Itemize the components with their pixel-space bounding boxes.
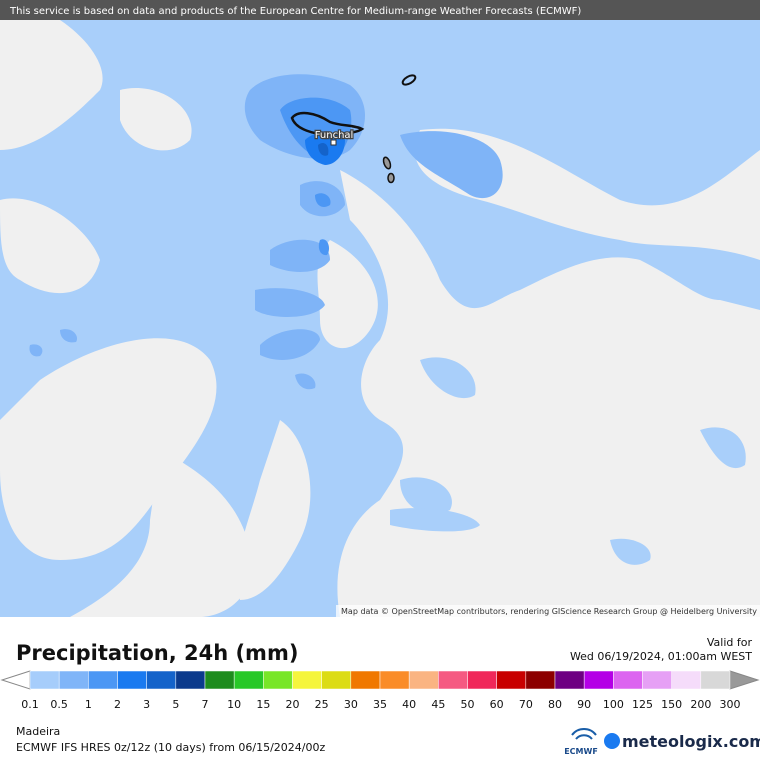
attribution-bg xyxy=(336,605,760,617)
valid-time: Wed 06/19/2024, 01:00am WEST xyxy=(570,650,752,663)
map: Funchal Map data © OpenStreetMap contrib… xyxy=(0,0,760,617)
colorbar-cell xyxy=(525,670,556,690)
colorbar-cell xyxy=(554,670,585,690)
colorbar-tick-label: 125 xyxy=(632,698,653,711)
colorbar-tick-label: 70 xyxy=(519,698,533,711)
notice: This service is based on data and produc… xyxy=(9,6,581,17)
colorbar-tick-label: 20 xyxy=(286,698,300,711)
colorbar-cell xyxy=(467,670,497,690)
model-info: ECMWF IFS HRES 0z/12z (10 days) from 06/… xyxy=(16,741,326,754)
island-outline xyxy=(290,111,365,137)
colorbar-cell xyxy=(29,670,60,690)
colorbar-tick-label: 5 xyxy=(172,698,179,711)
colorbar-tick-label: 3 xyxy=(143,698,150,711)
island-outline xyxy=(401,74,417,86)
city-marker xyxy=(330,139,337,146)
legend-title: Precipitation, 24h (mm) xyxy=(16,641,298,665)
colorbar-cell xyxy=(700,670,731,690)
colorbar-tick-label: 10 xyxy=(227,698,241,711)
colorbar-cell xyxy=(175,670,206,690)
city-label: Funchal xyxy=(315,130,354,141)
ecmwf-icon xyxy=(571,728,597,740)
notice-bar xyxy=(0,0,760,20)
colorbar-tick-label: 35 xyxy=(373,698,387,711)
colorbar-cell xyxy=(642,670,672,690)
colorbar-cell xyxy=(58,670,89,690)
colorbar-tick-label: 60 xyxy=(490,698,504,711)
colorbar-tick-label: 15 xyxy=(256,698,270,711)
colorbar-tick-label: 90 xyxy=(577,698,591,711)
island-outline xyxy=(387,172,395,184)
region: Madeira xyxy=(16,725,60,738)
colorbar-cell xyxy=(438,670,468,690)
colorbar-cell xyxy=(613,670,643,690)
colorbar-tick-label: 0.1 xyxy=(21,698,39,711)
colorbar-cell xyxy=(204,670,235,690)
light-precip xyxy=(390,357,746,565)
colorbar-cell xyxy=(350,670,381,690)
colorbar-cell xyxy=(146,670,177,690)
colorbar-cell xyxy=(88,670,118,690)
colorbar-cell xyxy=(321,670,352,690)
colorbar-tick-label: 80 xyxy=(548,698,562,711)
colorbar-tick-label: 25 xyxy=(315,698,329,711)
ecmwf-logo: ECMWF xyxy=(564,747,598,756)
colorbar-tick-label: 100 xyxy=(603,698,624,711)
colorbar-tick-label: 40 xyxy=(402,698,416,711)
colorbar-cell xyxy=(292,670,322,690)
colorbar-cell xyxy=(496,670,527,690)
brand-icon xyxy=(604,733,620,749)
dry-areas xyxy=(0,20,760,617)
colorbar-cell xyxy=(117,670,147,690)
colorbar-cell xyxy=(263,670,293,690)
valid-label: Valid for xyxy=(707,636,753,649)
colorbar-tick-label: 30 xyxy=(344,698,358,711)
colorbar-tick-label: 0.5 xyxy=(50,698,68,711)
colorbar-tick-label: 1 xyxy=(85,698,92,711)
colorbar-cell xyxy=(583,670,614,690)
island-outline xyxy=(382,156,392,170)
colorbar-tick-label: 2 xyxy=(114,698,121,711)
peak-precip xyxy=(318,143,329,156)
colorbar xyxy=(0,670,760,690)
colorbar-cell xyxy=(671,670,702,690)
colorbar-tick-label: 200 xyxy=(690,698,711,711)
colorbar-cell xyxy=(408,670,439,690)
colorbar-tick-label: 300 xyxy=(720,698,741,711)
brand: meteologix.com xyxy=(622,732,760,751)
attribution: Map data © OpenStreetMap contributors, r… xyxy=(341,607,757,616)
colorbar-tick-label: 50 xyxy=(461,698,475,711)
colorbar-cell xyxy=(379,670,410,690)
colorbar-tick-label: 45 xyxy=(431,698,445,711)
colorbar-cell xyxy=(233,670,264,690)
colorbar-tick-label: 7 xyxy=(202,698,209,711)
colorbar-tick-label: 150 xyxy=(661,698,682,711)
